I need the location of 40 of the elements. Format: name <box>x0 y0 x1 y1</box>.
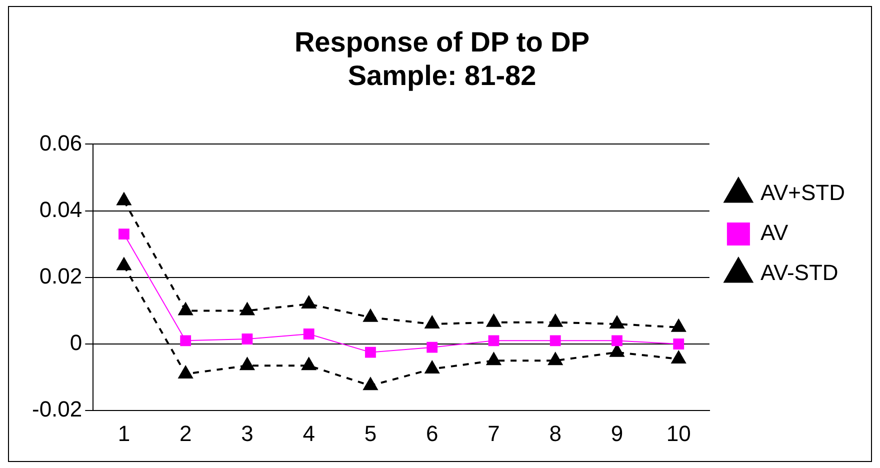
point <box>178 302 193 316</box>
y-tick-label: -0.02 <box>32 396 82 422</box>
point <box>672 319 686 332</box>
point <box>610 344 624 357</box>
point <box>486 352 501 366</box>
x-tick-label: 4 <box>302 420 315 446</box>
x-tick-label: 2 <box>179 420 192 446</box>
point <box>363 309 378 322</box>
y-tick-label: 0.02 <box>39 263 82 288</box>
point <box>116 258 132 270</box>
y-tick-label: 0.06 <box>39 130 82 156</box>
x-tick-label: 8 <box>549 420 562 446</box>
chart-subtitle: Sample: 81-82 <box>348 60 536 92</box>
point <box>610 316 624 329</box>
x-tick-label: 1 <box>118 420 130 446</box>
point <box>116 192 132 206</box>
legend-label: AV+STD <box>760 180 845 206</box>
point <box>302 296 316 309</box>
point <box>425 360 440 374</box>
point <box>363 378 378 390</box>
y-tick-label: 0.04 <box>39 196 82 222</box>
x-tick-label: 5 <box>364 420 377 446</box>
point <box>425 316 440 329</box>
point <box>672 350 686 364</box>
legend-label: AV <box>760 220 788 246</box>
x-tick-label: 7 <box>488 420 500 446</box>
legend-label: AV-STD <box>760 260 838 286</box>
y-tick-label: 0 <box>70 330 82 356</box>
point <box>548 314 562 327</box>
x-tick-label: 6 <box>426 420 438 446</box>
chart-title: Response of DP to DP <box>294 26 590 58</box>
x-tick-label: 10 <box>666 420 691 446</box>
point <box>240 302 254 316</box>
x-tick-label: 9 <box>610 420 624 446</box>
point <box>548 352 562 366</box>
point <box>240 358 254 370</box>
point <box>302 358 316 370</box>
point <box>486 314 501 327</box>
point <box>178 366 193 378</box>
x-tick-label: 3 <box>241 420 254 446</box>
